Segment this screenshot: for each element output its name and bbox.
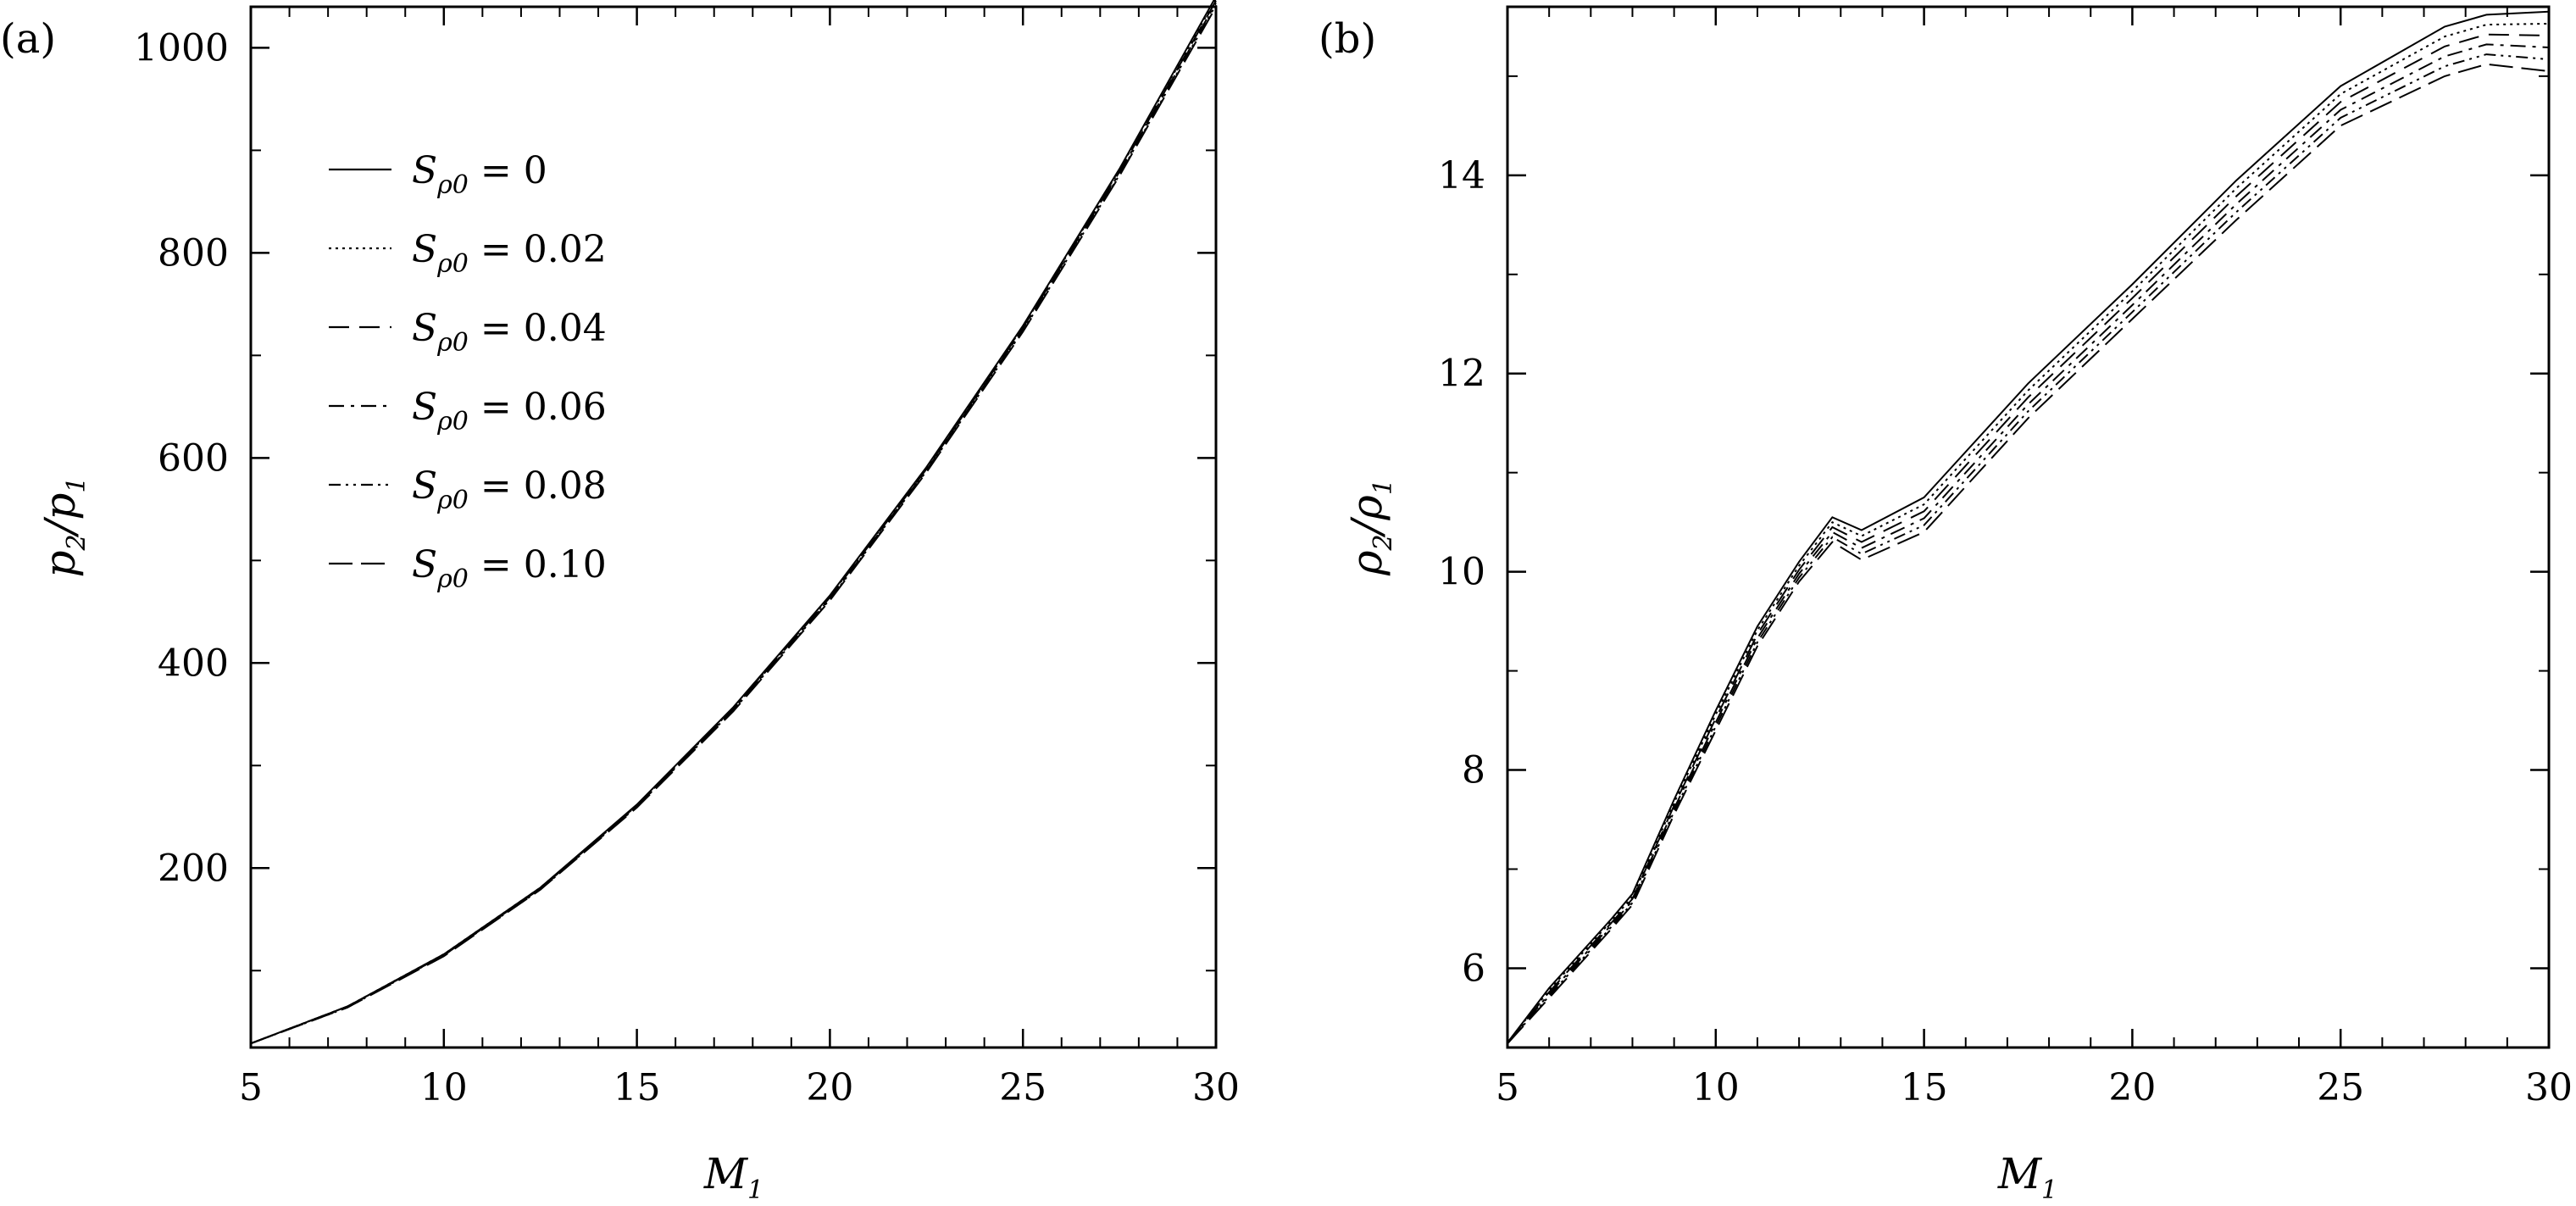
panel-a-ylabel-sub2: 2 [62, 534, 92, 551]
legend-entry: Sρ0 = 0 [412, 149, 547, 200]
legend-entry-sub: ρ0 [436, 486, 469, 515]
panel-a-xtick-label: 5 [239, 1066, 263, 1109]
panel-a-series-line [250, 2, 1217, 1045]
panel-b-xtick-label: 25 [2317, 1066, 2364, 1109]
panel-b-xtick-label: 30 [2525, 1066, 2573, 1109]
legend-entry-value: = 0 [469, 149, 547, 192]
legend-entry: Sρ0 = 0.04 [412, 307, 607, 358]
panel-b-series-line [1507, 43, 2550, 1044]
legend-entry-value: = 0.10 [469, 543, 607, 586]
panel-a-xtick-label: 10 [420, 1066, 468, 1109]
panel-b-xlabel-main: M [1997, 1149, 2043, 1198]
legend-entry-sub: ρ0 [436, 170, 469, 200]
panel-b-series-line [1507, 22, 2550, 1043]
panel-a-label: (a) [0, 15, 56, 63]
legend-entry-value: = 0.04 [469, 307, 607, 350]
panel-b-ylabel: ρ2/ρ1 [1342, 479, 1398, 576]
panel-a-xtick-label: 15 [613, 1066, 661, 1109]
panel-a-ylabel: p2/p1 [36, 476, 92, 577]
legend-entry-main: S [412, 386, 437, 429]
legend-entry-main: S [412, 149, 437, 192]
panel-a-xlabel-main: M [703, 1149, 749, 1198]
legend-entry-value: = 0.08 [469, 464, 607, 508]
panel-a-series-line [250, 4, 1217, 1045]
panel-a-xtick-label: 25 [999, 1066, 1046, 1109]
legend-entry-main: S [412, 228, 437, 271]
panel-b-series-line [1507, 33, 2550, 1043]
legend-entry-value: = 0.02 [469, 228, 607, 271]
panel-a-ytick-label: 400 [158, 642, 229, 685]
panel-b-ylabel-rho2: ρ [1342, 550, 1391, 576]
panel-a-ytick-label: 800 [158, 231, 229, 275]
panel-b-series-line [1507, 53, 2550, 1044]
legend-entry: Sρ0 = 0.02 [412, 228, 607, 279]
panel-a-series-line [250, 0, 1217, 1045]
panel-b-ytick-label: 12 [1438, 353, 1485, 396]
legend-entry: Sρ0 = 0.06 [412, 386, 607, 436]
panel-b-frame [1506, 5, 2551, 1049]
legend-entry-main: S [412, 464, 437, 508]
panel-b-ylabel-rho1: /ρ [1342, 495, 1391, 538]
panel-a-ytick-label: 1000 [134, 26, 229, 69]
legend-entry-value: = 0.06 [469, 386, 607, 429]
panel-b-ytick-label: 6 [1462, 947, 1485, 990]
panel-b-xlabel-sub: 1 [2041, 1175, 2057, 1205]
panel-b-series-line [1507, 63, 2550, 1044]
panel-b-series-line [1507, 10, 2550, 1043]
panel-a-series-line [250, 0, 1217, 1045]
panel-b-xtick-label: 10 [1692, 1066, 1740, 1109]
panel-b-series [1507, 10, 2550, 1044]
panel-a-ytick-label: 200 [158, 847, 229, 890]
panel-b-ytick-label: 14 [1438, 154, 1485, 197]
panel-a-ticks: 5 10 15 20 25 30 200 400 600 800 1000 [134, 7, 1240, 1109]
panel-b-xtick-label: 5 [1496, 1066, 1519, 1109]
panel-a-xtick-label: 20 [806, 1066, 853, 1109]
panel-b-xlabel: M1 [1997, 1149, 2057, 1205]
panel-b-ytick-label: 8 [1462, 749, 1485, 792]
panel-a-ylabel-p1: /p [36, 493, 85, 538]
panel-a-xtick-label: 30 [1192, 1066, 1240, 1109]
panel-a-xlabel-sub: 1 [747, 1175, 763, 1205]
panel-b-ytick-label: 10 [1438, 551, 1485, 594]
legend-entry-main: S [412, 543, 437, 586]
panel-a-ylabel-p2: p [36, 551, 85, 578]
panel-a-series-line [250, 0, 1215, 1045]
legend-entry: Sρ0 = 0.10 [412, 543, 607, 594]
panel-b-ylabel-sub1: 1 [1368, 479, 1398, 495]
legend-entry-sub: ρ0 [436, 564, 469, 594]
legend-entry-sub: ρ0 [436, 328, 469, 358]
panel-b-ticks: 5 10 15 20 25 30 6 8 10 12 14 [1438, 7, 2573, 1109]
panel-b-label: (b) [1319, 15, 1376, 63]
panel-a-ytick-label: 600 [158, 436, 229, 480]
panel-a-series [250, 0, 1217, 1045]
panel-a-xlabel: M1 [703, 1149, 763, 1205]
legend-entry-sub: ρ0 [436, 407, 469, 436]
legend-entry-main: S [412, 307, 437, 350]
panel-b-ylabel-sub2: 2 [1368, 534, 1398, 551]
panel-b-xtick-label: 15 [1901, 1066, 1948, 1109]
legend-entry: Sρ0 = 0.08 [412, 464, 607, 515]
panel-a-frame [249, 5, 1218, 1049]
panel-b-xtick-label: 20 [2108, 1066, 2156, 1109]
legend-entry-sub: ρ0 [436, 249, 469, 279]
panel-a-ylabel-sub1: 1 [62, 476, 92, 492]
panel-a-series-line [250, 6, 1217, 1045]
